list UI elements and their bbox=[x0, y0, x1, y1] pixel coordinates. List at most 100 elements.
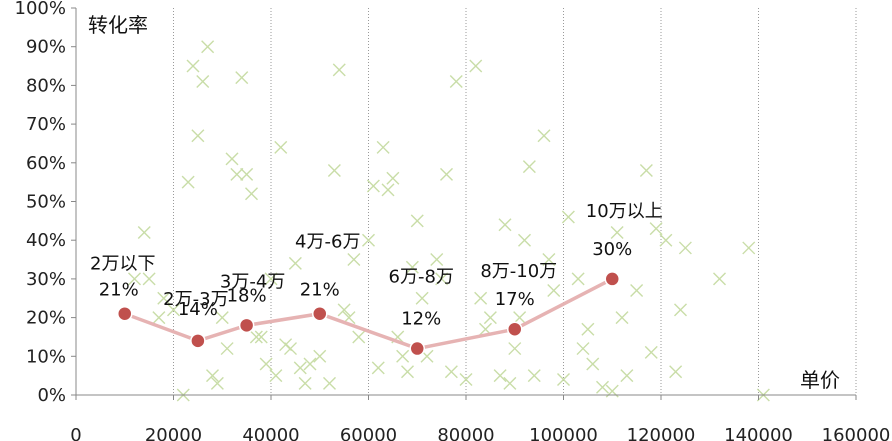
scatter-stroke bbox=[493, 369, 507, 383]
scatter-stroke bbox=[659, 233, 673, 247]
category-label: 8万-10万 bbox=[480, 261, 557, 282]
y-tick-label: 20% bbox=[26, 308, 66, 329]
scatter-point bbox=[483, 311, 497, 325]
scatter-point bbox=[249, 330, 263, 344]
scatter-stroke bbox=[459, 373, 473, 387]
scatter-stroke bbox=[220, 342, 234, 356]
y-tick-label: 10% bbox=[26, 346, 66, 367]
scatter-stroke bbox=[498, 218, 512, 232]
scatter-point bbox=[128, 272, 141, 286]
scatter-point bbox=[254, 330, 268, 344]
category-label: 2万以下 bbox=[90, 254, 155, 275]
scatter-point bbox=[152, 311, 166, 325]
scatter-point bbox=[167, 303, 180, 317]
scatter-stroke bbox=[181, 175, 195, 189]
scatter-stroke bbox=[405, 260, 419, 274]
scatter-stroke bbox=[337, 303, 351, 317]
scatter-point bbox=[264, 272, 278, 286]
data-point bbox=[117, 305, 133, 322]
scatter-stroke bbox=[527, 369, 541, 383]
scatter-point bbox=[240, 167, 254, 181]
scatter-stroke bbox=[142, 272, 156, 286]
scatter-point bbox=[337, 303, 351, 317]
scatter-stroke bbox=[201, 40, 215, 54]
scatter-point bbox=[137, 225, 151, 239]
data-point bbox=[190, 333, 206, 349]
scatter-point bbox=[235, 71, 249, 85]
scatter-point bbox=[245, 187, 258, 201]
scatter-point bbox=[191, 129, 205, 143]
scatter-stroke bbox=[288, 256, 302, 270]
scatter-stroke bbox=[196, 75, 210, 89]
scatter-point bbox=[376, 140, 390, 154]
y-tick-label: 0% bbox=[37, 385, 66, 406]
value-label: 18% bbox=[227, 285, 267, 306]
x-tick-label: 140000 bbox=[724, 425, 793, 441]
scatter-point bbox=[498, 218, 512, 232]
x-tick-label: 40000 bbox=[242, 425, 299, 441]
scatter-point bbox=[225, 152, 239, 166]
scatter-point bbox=[615, 311, 629, 325]
scatter-point bbox=[298, 376, 312, 390]
scatter-point bbox=[713, 272, 726, 286]
scatter-point bbox=[469, 59, 483, 73]
x-axis-title: 单价 bbox=[800, 368, 840, 392]
scatter-point bbox=[669, 365, 683, 379]
scatter-stroke bbox=[449, 75, 463, 89]
scatter-point bbox=[596, 380, 609, 394]
scatter-stroke bbox=[230, 167, 244, 181]
scatter-point bbox=[415, 291, 429, 305]
scatter-stroke bbox=[479, 322, 492, 336]
scatter-stroke bbox=[274, 140, 288, 154]
scatter-point bbox=[215, 311, 229, 325]
scatter-point bbox=[537, 129, 551, 143]
scatter-point bbox=[644, 345, 658, 359]
scatter-stroke bbox=[415, 291, 429, 305]
x-tick-label: 120000 bbox=[627, 425, 696, 441]
value-label: 14% bbox=[178, 299, 218, 320]
data-point bbox=[312, 305, 328, 322]
scatter-point bbox=[201, 40, 215, 54]
scatter-stroke bbox=[586, 357, 600, 371]
y-tick-label: 100% bbox=[15, 0, 66, 19]
scatter-point bbox=[610, 225, 624, 239]
scatter-point bbox=[440, 167, 453, 181]
scatter-stroke bbox=[537, 129, 551, 143]
scatter-point bbox=[527, 369, 541, 383]
scatter-stroke bbox=[284, 342, 297, 356]
category-label: 4万-6万 bbox=[295, 232, 360, 253]
scatter-stroke bbox=[396, 349, 410, 363]
scatter-stroke bbox=[674, 303, 687, 317]
scatter-stroke bbox=[240, 167, 254, 181]
scatter-point bbox=[630, 284, 644, 298]
scatter-stroke bbox=[440, 167, 453, 181]
scatter-stroke bbox=[352, 330, 366, 344]
scatter-stroke bbox=[371, 361, 385, 375]
scatter-point bbox=[186, 59, 200, 73]
value-label: 21% bbox=[300, 280, 340, 301]
scatter-point bbox=[323, 376, 336, 390]
scatter-point bbox=[410, 214, 424, 228]
scatter-point bbox=[674, 303, 687, 317]
scatter-point bbox=[230, 167, 244, 181]
scatter-point bbox=[327, 164, 341, 178]
scatter-point bbox=[561, 210, 575, 224]
scatter-stroke bbox=[630, 284, 644, 298]
scatter-point bbox=[396, 349, 410, 363]
scatter-stroke bbox=[137, 225, 151, 239]
scatter-point bbox=[371, 361, 385, 375]
category-label: 3万-4万 bbox=[220, 271, 285, 292]
scatter-point bbox=[449, 75, 463, 89]
scatter-stroke bbox=[152, 311, 166, 325]
scatter-point bbox=[381, 183, 395, 197]
scatter-point bbox=[401, 365, 414, 379]
scatter-point bbox=[313, 349, 327, 363]
scatter-point bbox=[210, 376, 224, 390]
scatter-stroke bbox=[225, 152, 239, 166]
scatter-stroke bbox=[264, 272, 278, 286]
scatter-stroke bbox=[620, 369, 634, 383]
y-tick-label: 60% bbox=[26, 153, 66, 174]
scatter-stroke bbox=[503, 376, 517, 390]
scatter-stroke bbox=[610, 225, 624, 239]
